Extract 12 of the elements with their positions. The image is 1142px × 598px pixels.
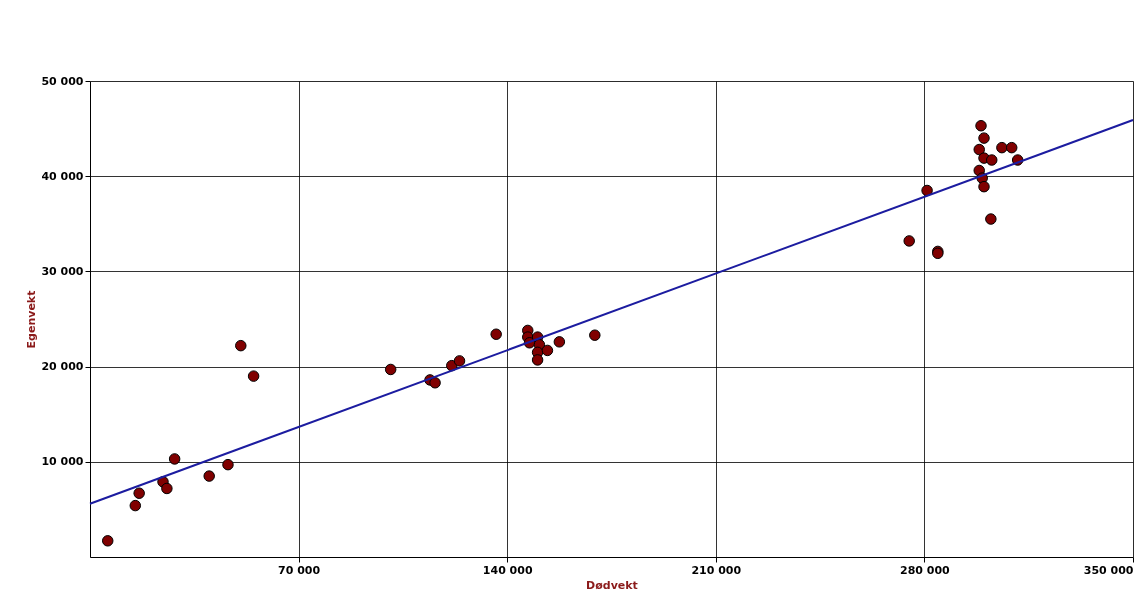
x-tick-label: 140 000 [482, 563, 533, 577]
x-tick-label: 70 000 [278, 563, 321, 577]
x-tick-label: 350 000 [1083, 563, 1134, 577]
y-tick-label: 10 000 [41, 455, 84, 469]
x-tick-label: 210 000 [691, 563, 742, 577]
y-tick-label: 40 000 [41, 169, 84, 183]
x-tick-label: 280 000 [900, 563, 951, 577]
y-tick-label: 50 000 [41, 74, 84, 88]
y-tick-label: 20 000 [41, 360, 84, 374]
y-axis-title: Egenvekt [25, 290, 39, 349]
y-tick-label: 30 000 [41, 264, 84, 278]
x-axis-title: Dødvekt [586, 578, 638, 592]
